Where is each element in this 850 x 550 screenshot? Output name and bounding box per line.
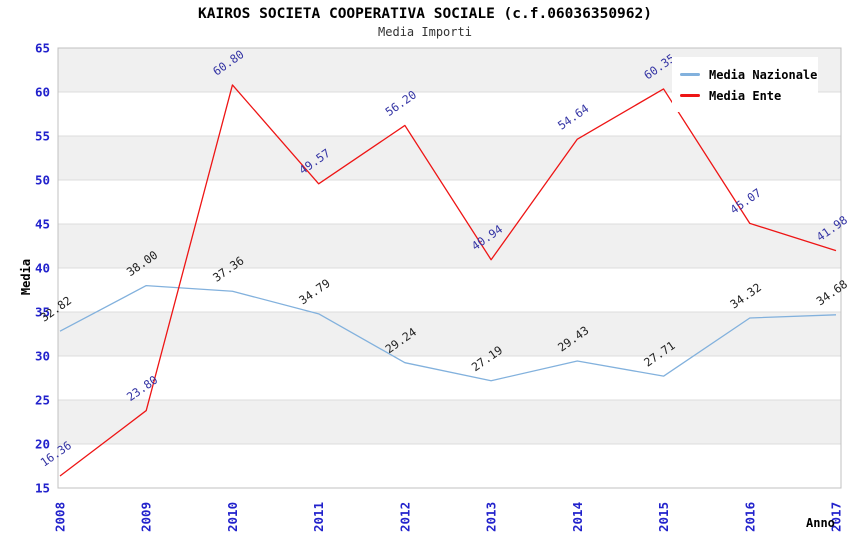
data-point-label: 23.80 xyxy=(124,373,160,404)
legend-item-label: Media Ente xyxy=(709,88,782,103)
series-line xyxy=(59,284,837,382)
x-tick-label: 2009 xyxy=(139,502,154,532)
x-tick-label: 2008 xyxy=(53,502,68,532)
y-tick-label: 50 xyxy=(35,173,50,188)
chart-subtitle: Media Importi xyxy=(378,25,472,39)
y-tick-label: 25 xyxy=(35,393,50,408)
y-tick-label: 40 xyxy=(35,261,50,276)
y-tick-label: 30 xyxy=(35,349,50,364)
legend: Media Nazionale Media Ente xyxy=(672,57,818,112)
legend-swatch-line xyxy=(680,94,700,97)
y-tick-label: 45 xyxy=(35,217,50,232)
series-line xyxy=(59,84,837,477)
grid-band xyxy=(58,136,841,180)
data-point-label: 34.68 xyxy=(814,277,850,308)
x-axis-label: Anno xyxy=(806,516,835,530)
y-tick-label: 20 xyxy=(35,437,50,452)
x-tick-label: 2017 xyxy=(829,502,844,532)
legend-swatch-line xyxy=(680,73,700,76)
grid-band xyxy=(58,224,841,268)
y-tick-label: 35 xyxy=(35,305,50,320)
x-tick-label: 2013 xyxy=(484,502,499,532)
grid-band xyxy=(58,312,841,356)
data-point-label: 54.64 xyxy=(555,101,591,132)
plot-border xyxy=(57,47,842,489)
y-tick-label: 55 xyxy=(35,129,50,144)
x-tick-label: 2015 xyxy=(656,502,671,532)
y-tick-label: 15 xyxy=(35,481,50,496)
x-tick-label: 2016 xyxy=(742,502,757,532)
legend-item: Media Nazionale xyxy=(680,64,817,85)
y-tick-label: 65 xyxy=(35,41,50,56)
data-point-label: 34.79 xyxy=(296,276,332,307)
grid-band xyxy=(58,400,841,444)
chart-title: KAIROS SOCIETA COOPERATIVA SOCIALE (c.f.… xyxy=(198,6,652,22)
x-tick-label: 2012 xyxy=(397,502,412,532)
legend-item-label: Media Nazionale xyxy=(709,67,818,82)
x-tick-label: 2011 xyxy=(311,502,326,532)
y-tick-label: 60 xyxy=(35,85,50,100)
data-point-label: 45.07 xyxy=(727,185,763,216)
data-point-label: 34.32 xyxy=(727,280,763,311)
x-tick-label: 2014 xyxy=(570,502,585,532)
x-tick-label: 2010 xyxy=(225,502,240,532)
legend-item: Media Ente xyxy=(680,85,810,106)
